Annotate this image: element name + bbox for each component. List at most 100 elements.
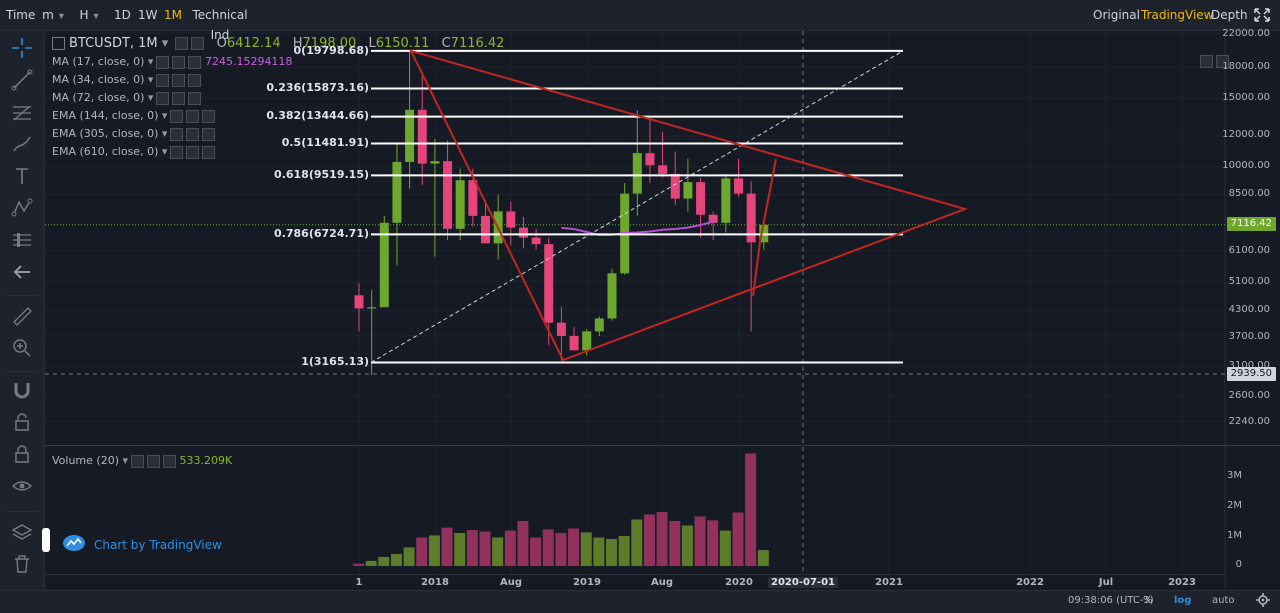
indicator-remove-icon[interactable] bbox=[188, 91, 202, 105]
interval-hours-dropdown[interactable]: H bbox=[72, 5, 106, 25]
view-depth[interactable]: Depth bbox=[1211, 8, 1248, 22]
candle-body bbox=[481, 215, 490, 244]
brush-icon[interactable] bbox=[9, 131, 35, 157]
indicator-row[interactable]: MA (17, close, 0) 7245.15294118 bbox=[52, 54, 292, 70]
candle-body bbox=[468, 180, 478, 216]
indicator-row[interactable]: EMA (610, close, 0) bbox=[52, 144, 216, 160]
time-tick: 2023 bbox=[1168, 577, 1196, 588]
trash-icon[interactable] bbox=[9, 551, 35, 577]
indicator-remove-icon[interactable] bbox=[188, 55, 202, 69]
auto-toggle[interactable]: auto bbox=[1212, 595, 1235, 606]
lock-icon[interactable] bbox=[9, 441, 35, 467]
volume-bar bbox=[353, 563, 364, 566]
candle-body bbox=[569, 335, 579, 351]
candle-body bbox=[405, 109, 415, 162]
candle-body bbox=[430, 161, 440, 164]
pane-close-icon[interactable] bbox=[1216, 55, 1229, 68]
volume-remove-icon[interactable] bbox=[163, 454, 177, 468]
volume-settings-icon[interactable] bbox=[131, 454, 145, 468]
candle-body bbox=[556, 322, 566, 336]
candle-body bbox=[746, 193, 756, 243]
volume-tick: 2M bbox=[1227, 500, 1242, 511]
pattern-icon[interactable] bbox=[9, 195, 35, 221]
indicator-name: EMA (144, close, 0) bbox=[52, 109, 167, 122]
crosshair-icon[interactable] bbox=[9, 35, 35, 61]
view-tradingview[interactable]: TradingView bbox=[1141, 8, 1214, 22]
indicator-row[interactable]: EMA (144, close, 0) bbox=[52, 108, 216, 124]
price-tick: 22000.00 bbox=[1222, 28, 1270, 39]
indicator-visibility-icon[interactable] bbox=[172, 55, 186, 69]
indicator-settings-icon[interactable] bbox=[156, 73, 170, 87]
volume-legend[interactable]: Volume (20) 533.209K bbox=[52, 453, 232, 469]
technical-indicators-button[interactable]: Technical Ind bbox=[192, 8, 248, 42]
indicator-visibility-icon[interactable] bbox=[186, 109, 200, 123]
candle-body bbox=[607, 273, 617, 319]
trend-line-icon[interactable] bbox=[9, 67, 35, 93]
pane-maximize-icon[interactable] bbox=[1200, 55, 1213, 68]
candle-body bbox=[721, 178, 731, 223]
volume-bar bbox=[542, 529, 554, 566]
open-label: O bbox=[216, 36, 227, 51]
indicator-settings-icon[interactable] bbox=[156, 91, 170, 105]
settings-icon[interactable] bbox=[175, 37, 189, 50]
prediction-icon[interactable] bbox=[9, 227, 35, 253]
close-value: 7116.42 bbox=[450, 36, 505, 51]
volume-visibility-icon[interactable] bbox=[147, 454, 161, 468]
low-value: 6150.11 bbox=[375, 36, 430, 51]
last-price-badge: 7116.42 bbox=[1226, 217, 1276, 231]
back-arrow-icon[interactable] bbox=[9, 259, 35, 285]
indicator-visibility-icon[interactable] bbox=[186, 145, 200, 159]
layers-icon[interactable] bbox=[9, 519, 35, 545]
tradingview-attribution[interactable]: Chart by TradingView bbox=[62, 535, 222, 555]
interval-minutes-dropdown[interactable]: m bbox=[36, 5, 70, 25]
candle-body bbox=[531, 237, 541, 245]
fullscreen-icon[interactable] bbox=[1252, 6, 1272, 24]
lock-drawing-icon[interactable] bbox=[9, 409, 35, 435]
indicator-name: EMA (305, close, 0) bbox=[52, 127, 167, 140]
log-toggle[interactable]: log bbox=[1174, 595, 1192, 606]
interval-time[interactable]: Time bbox=[6, 8, 36, 22]
volume-bar bbox=[378, 557, 390, 566]
indicator-remove-icon[interactable] bbox=[202, 145, 216, 159]
eye-icon[interactable] bbox=[9, 473, 35, 499]
indicator-row[interactable]: MA (34, close, 0) bbox=[52, 72, 202, 88]
indicator-settings-icon[interactable] bbox=[170, 145, 184, 159]
ruler-icon[interactable] bbox=[9, 303, 35, 329]
gear-icon[interactable] bbox=[1256, 593, 1270, 610]
toolbar-collapse-handle[interactable] bbox=[42, 528, 50, 552]
volume-bar bbox=[441, 527, 453, 566]
indicator-remove-icon[interactable] bbox=[202, 109, 216, 123]
hide-icon[interactable] bbox=[191, 37, 205, 50]
interval-1d[interactable]: 1D bbox=[114, 8, 131, 22]
interval-1m[interactable]: 1M bbox=[164, 8, 182, 22]
indicator-remove-icon[interactable] bbox=[202, 127, 216, 141]
volume-bar bbox=[416, 537, 428, 566]
fib-retracement-icon[interactable] bbox=[9, 99, 35, 125]
indicator-visibility-icon[interactable] bbox=[172, 73, 186, 87]
volume-bar bbox=[707, 520, 719, 566]
text-icon[interactable] bbox=[9, 163, 35, 189]
view-original[interactable]: Original bbox=[1093, 8, 1140, 22]
indicator-settings-icon[interactable] bbox=[170, 109, 184, 123]
symbol-label[interactable]: BTCUSDT, 1M bbox=[69, 36, 158, 51]
candle-body bbox=[354, 295, 364, 309]
clock[interactable]: 09:38:06 (UTC-3) bbox=[1068, 595, 1154, 606]
fib-label: 0.382(13444.66) bbox=[266, 109, 369, 122]
low-label: L bbox=[368, 36, 376, 51]
indicator-settings-icon[interactable] bbox=[156, 55, 170, 69]
indicator-row[interactable]: EMA (305, close, 0) bbox=[52, 126, 216, 142]
interval-1w[interactable]: 1W bbox=[138, 8, 158, 22]
symbol-collapse-icon[interactable] bbox=[52, 37, 65, 50]
percent-toggle[interactable]: % bbox=[1143, 595, 1153, 606]
indicator-row[interactable]: MA (72, close, 0) bbox=[52, 90, 202, 106]
zoom-in-icon[interactable] bbox=[9, 335, 35, 361]
indicator-remove-icon[interactable] bbox=[188, 73, 202, 87]
indicator-settings-icon[interactable] bbox=[170, 127, 184, 141]
indicator-visibility-icon[interactable] bbox=[172, 91, 186, 105]
indicator-visibility-icon[interactable] bbox=[186, 127, 200, 141]
attribution-text[interactable]: Chart by TradingView bbox=[94, 538, 222, 552]
magnet-icon[interactable] bbox=[9, 377, 35, 403]
price-tick: 8500.00 bbox=[1228, 188, 1270, 199]
moving-average-line bbox=[561, 220, 714, 237]
